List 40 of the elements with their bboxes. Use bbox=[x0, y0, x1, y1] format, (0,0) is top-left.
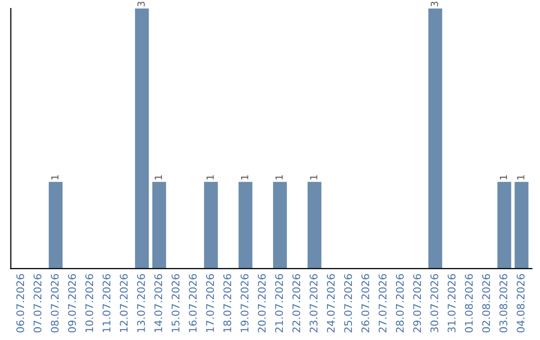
x-tick-label: 25.07.2026 bbox=[344, 274, 352, 332]
data-label: 1 bbox=[206, 175, 214, 180]
x-tick-label: 21.07.2026 bbox=[275, 274, 283, 332]
x-tick-label: 16.07.2026 bbox=[188, 274, 197, 332]
x-tick-label: 13.07.2026 bbox=[137, 274, 145, 332]
x-tick-label: 06.07.2026 bbox=[16, 274, 24, 332]
x-tick-label: 11.07.2026 bbox=[102, 274, 110, 332]
x-tick-label: 14.07.2026 bbox=[154, 274, 162, 332]
x-tick-label: 03.08.2026 bbox=[499, 274, 508, 332]
x-tick-label: 28.07.2026 bbox=[396, 274, 404, 332]
x-tick-label: 12.07.2026 bbox=[120, 274, 128, 332]
x-tick-label: 09.07.2026 bbox=[68, 274, 76, 332]
x-tick-label: 19.07.2026 bbox=[240, 274, 248, 332]
x-tick-label: 30.07.2026 bbox=[430, 274, 438, 332]
x-tick-label: 04.08.2026 bbox=[516, 274, 525, 332]
x-tick-label: 08.07.2026 bbox=[50, 274, 59, 332]
data-label: 1 bbox=[500, 175, 507, 180]
x-tick-label: 01.08.2026 bbox=[464, 274, 473, 332]
x-tick-label: 07.07.2026 bbox=[34, 274, 42, 332]
x-tick-label: 29.07.2026 bbox=[413, 274, 422, 332]
x-tick-label: 10.07.2026 bbox=[85, 274, 94, 332]
data-label: 1 bbox=[154, 175, 162, 180]
data-label: 1 bbox=[310, 175, 318, 180]
data-label: 3 bbox=[430, 2, 438, 6]
x-tick-label: 23.07.2026 bbox=[310, 274, 318, 332]
x-tick-label: 27.07.2026 bbox=[378, 274, 387, 332]
data-label: 1 bbox=[51, 175, 58, 180]
x-tick-label: 20.07.2026 bbox=[258, 274, 266, 332]
data-label: 1 bbox=[517, 175, 524, 180]
x-tick-label: 02.08.2026 bbox=[482, 274, 490, 332]
x-tick-label: 15.07.2026 bbox=[172, 274, 180, 332]
x-tick-label: 24.07.2026 bbox=[326, 274, 335, 332]
data-label: 1 bbox=[241, 175, 248, 180]
data-label: 3 bbox=[137, 2, 145, 6]
x-tick-label: 26.07.2026 bbox=[361, 274, 370, 332]
x-tick-label: 18.07.2026 bbox=[223, 274, 232, 332]
data-label: 1 bbox=[276, 175, 283, 180]
x-tick-label: 17.07.2026 bbox=[206, 274, 214, 332]
x-tick-label: 31.07.2026 bbox=[448, 274, 456, 332]
x-tick-label: 22.07.2026 bbox=[292, 274, 300, 332]
